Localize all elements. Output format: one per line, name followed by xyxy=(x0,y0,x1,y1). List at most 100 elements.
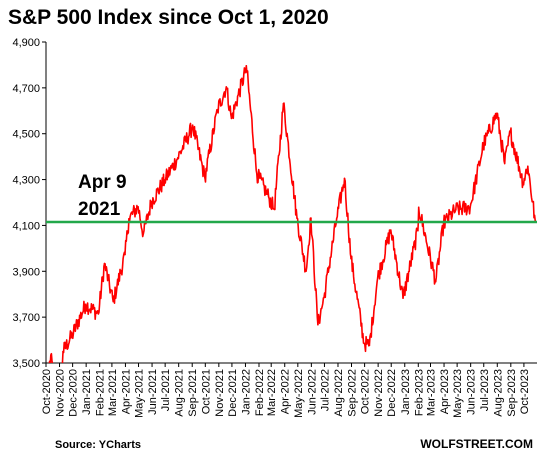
x-tick-label: Oct-2020 xyxy=(41,369,53,414)
x-tick-label: Jan-2022 xyxy=(240,369,252,415)
y-tick-label: 4,500 xyxy=(12,129,40,141)
x-tick-label: Aug-2022 xyxy=(333,369,345,417)
annotation-date-line1: Apr 9 xyxy=(78,172,127,193)
data-point xyxy=(216,108,219,111)
y-tick-label: 4,700 xyxy=(12,83,40,95)
data-point xyxy=(225,86,228,88)
x-tick-label: Sep-2021 xyxy=(187,369,199,417)
chart-title: S&P 500 Index since Oct 1, 2020 xyxy=(8,6,329,29)
data-point xyxy=(310,217,312,219)
x-tick-label: Feb-2021 xyxy=(95,369,107,416)
y-axis: 3,500 3,700 3,900 4,100 4,300 4,500 4,700 4,900 xyxy=(12,37,46,370)
x-tick-label: Jul-2023 xyxy=(479,369,491,411)
data-point xyxy=(267,195,270,198)
y-tick-label: 3,900 xyxy=(12,266,40,278)
data-point xyxy=(335,217,338,220)
data-point xyxy=(455,208,457,211)
x-tick-label: Oct-2023 xyxy=(519,369,531,414)
data-point xyxy=(128,217,130,220)
x-tick-label: Sep-2023 xyxy=(506,369,518,417)
x-tick-label: May-2022 xyxy=(293,369,305,418)
data-point xyxy=(305,270,307,272)
x-tick-label: Jun-2023 xyxy=(466,369,478,415)
data-point xyxy=(317,323,319,326)
annotation-date-line2: 2021 xyxy=(78,199,121,220)
data-point xyxy=(282,102,285,105)
brand-label: WOLFSTREET.COM xyxy=(420,437,533,451)
data-point xyxy=(503,162,506,165)
x-tick-label: Feb-2022 xyxy=(254,369,266,416)
data-point xyxy=(177,156,179,159)
data-point xyxy=(137,206,139,208)
data-point xyxy=(343,177,346,180)
x-tick-label: Oct-2022 xyxy=(360,369,372,414)
x-tick-label: Feb-2023 xyxy=(413,369,425,416)
data-point xyxy=(191,124,194,127)
x-tick-label: Aug-2023 xyxy=(492,369,504,417)
x-tick-label: Jun-2021 xyxy=(147,369,159,415)
x-tick-label: May-2023 xyxy=(452,369,464,418)
data-point xyxy=(163,179,166,181)
data-point xyxy=(509,131,512,133)
data-point xyxy=(323,296,325,299)
series-group xyxy=(48,65,537,363)
data-point xyxy=(112,300,115,303)
data-point xyxy=(417,229,419,232)
x-tick-label: Dec-2022 xyxy=(386,369,398,417)
data-point xyxy=(245,65,248,67)
y-tick-label: 4,900 xyxy=(12,37,40,49)
data-point xyxy=(389,229,392,231)
data-point xyxy=(363,342,365,345)
data-point xyxy=(273,208,276,211)
data-point xyxy=(496,112,498,115)
x-tick-label: Jul-2021 xyxy=(160,369,172,411)
x-axis: Oct-2020 Nov-2020 Dec-2020 Jan-2021 Feb-2021… xyxy=(41,363,531,418)
x-tick-label: Nov-2020 xyxy=(55,369,67,417)
y-tick-label: 4,300 xyxy=(12,175,40,187)
y-tick-label: 3,700 xyxy=(12,312,40,324)
x-tick-label: Nov-2021 xyxy=(214,369,226,417)
x-tick-label: Apr-2023 xyxy=(439,369,451,414)
x-tick-label: Mar-2023 xyxy=(426,369,438,416)
x-tick-label: Dec-2021 xyxy=(227,369,239,417)
data-point xyxy=(50,354,52,357)
data-point xyxy=(469,206,472,208)
x-tick-label: Mar-2022 xyxy=(266,369,278,416)
data-point xyxy=(62,350,64,353)
y-tick-label: 3,500 xyxy=(12,358,40,370)
x-tick-label: Apr-2021 xyxy=(120,369,132,414)
data-point xyxy=(482,144,485,146)
data-point xyxy=(103,262,106,265)
series-line xyxy=(48,65,537,363)
x-tick-label: Jan-2021 xyxy=(81,369,93,415)
x-tick-label: Apr-2022 xyxy=(280,369,292,414)
x-tick-label: Aug-2021 xyxy=(174,369,186,417)
x-tick-label: Mar-2021 xyxy=(107,369,119,416)
data-point xyxy=(204,176,206,179)
data-point xyxy=(142,233,145,235)
data-point xyxy=(256,172,258,175)
data-point xyxy=(190,127,193,130)
x-tick-label: Jul-2022 xyxy=(319,369,331,411)
data-point xyxy=(376,276,379,279)
x-tick-label: May-2021 xyxy=(134,369,146,418)
data-point xyxy=(244,71,246,74)
data-point xyxy=(527,165,529,168)
data-point xyxy=(150,200,153,203)
data-point xyxy=(71,334,73,337)
x-tick-label: Jun-2022 xyxy=(306,369,318,415)
data-point xyxy=(296,217,298,219)
data-point xyxy=(124,253,126,256)
source-label: Source: YCharts xyxy=(55,439,141,451)
x-tick-label: Nov-2022 xyxy=(373,369,385,417)
y-tick-label: 4,100 xyxy=(12,220,40,232)
data-point xyxy=(97,313,100,315)
data-point xyxy=(84,303,87,306)
data-point xyxy=(350,257,352,260)
x-tick-label: Oct-2021 xyxy=(200,369,212,414)
data-point xyxy=(368,344,371,347)
data-point xyxy=(522,181,524,184)
data-point xyxy=(402,297,404,299)
x-tick-label: Sep-2022 xyxy=(347,369,359,417)
